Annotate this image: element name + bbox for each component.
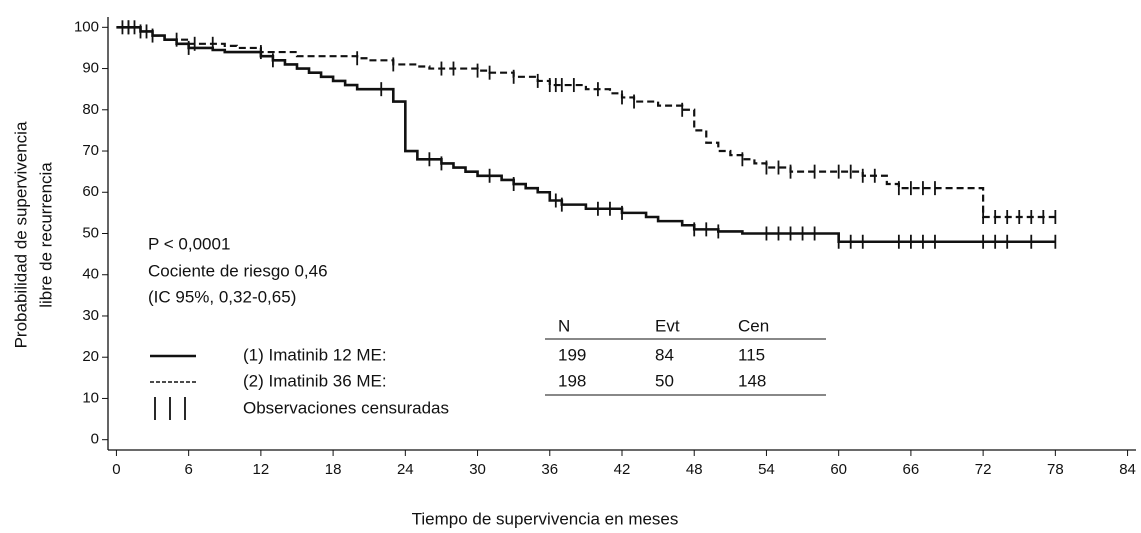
survival-curve <box>116 26 1056 219</box>
x-axis-label: Tiempo de supervivencia en meses <box>412 509 679 528</box>
annotation: P < 0,0001 <box>148 234 230 253</box>
y-tick-label: 80 <box>82 101 99 118</box>
x-tick-label: 18 <box>325 461 342 478</box>
x-tick-label: 24 <box>397 461 414 478</box>
x-tick-label: 72 <box>975 461 992 478</box>
table-cell: 198 <box>558 371 586 390</box>
survival-curve <box>116 26 1056 244</box>
table-cell: 84 <box>655 345 674 364</box>
x-tick-label: 12 <box>253 461 270 478</box>
table-header: N <box>558 316 570 335</box>
y-tick-label: 0 <box>91 431 99 448</box>
y-tick-label: 50 <box>82 224 99 241</box>
legend-label: (1) Imatinib 12 ME: <box>243 345 387 364</box>
x-tick-label: 84 <box>1119 461 1136 478</box>
x-tick-label: 36 <box>541 461 558 478</box>
y-tick-label: 20 <box>82 348 99 365</box>
y-tick-label: 10 <box>82 389 99 406</box>
y-tick-label: 60 <box>82 183 99 200</box>
x-tick-label: 66 <box>903 461 920 478</box>
x-tick-label: 0 <box>112 461 120 478</box>
y-tick-label: 40 <box>82 266 99 283</box>
x-tick-label: 54 <box>758 461 775 478</box>
x-tick-label: 42 <box>614 461 631 478</box>
y-axis-label: Probabilidad de supervivencia <box>11 121 30 348</box>
annotation: (IC 95%, 0,32-0,65) <box>148 287 296 306</box>
y-tick-label: 100 <box>74 18 99 35</box>
table-cell: 199 <box>558 345 586 364</box>
legend-label: (2) Imatinib 36 ME: <box>243 371 387 390</box>
x-tick-label: 6 <box>184 461 192 478</box>
y-axis-label: libre de recurrencia <box>36 162 55 308</box>
x-tick-label: 30 <box>469 461 486 478</box>
annotation: Cociente de riesgo 0,46 <box>148 261 328 280</box>
table-cell: 115 <box>738 345 765 364</box>
x-tick-label: 78 <box>1047 461 1064 478</box>
table-header: Cen <box>738 316 769 335</box>
y-tick-label: 30 <box>82 307 99 324</box>
table-header: Evt <box>655 316 680 335</box>
table-cell: 148 <box>738 371 766 390</box>
x-tick-label: 48 <box>686 461 703 478</box>
legend-label: Observaciones censuradas <box>243 398 449 417</box>
y-tick-label: 70 <box>82 142 99 159</box>
x-tick-label: 60 <box>830 461 847 478</box>
table-cell: 50 <box>655 371 674 390</box>
legend-censor-swatch <box>154 397 186 420</box>
y-tick-label: 90 <box>82 60 99 77</box>
